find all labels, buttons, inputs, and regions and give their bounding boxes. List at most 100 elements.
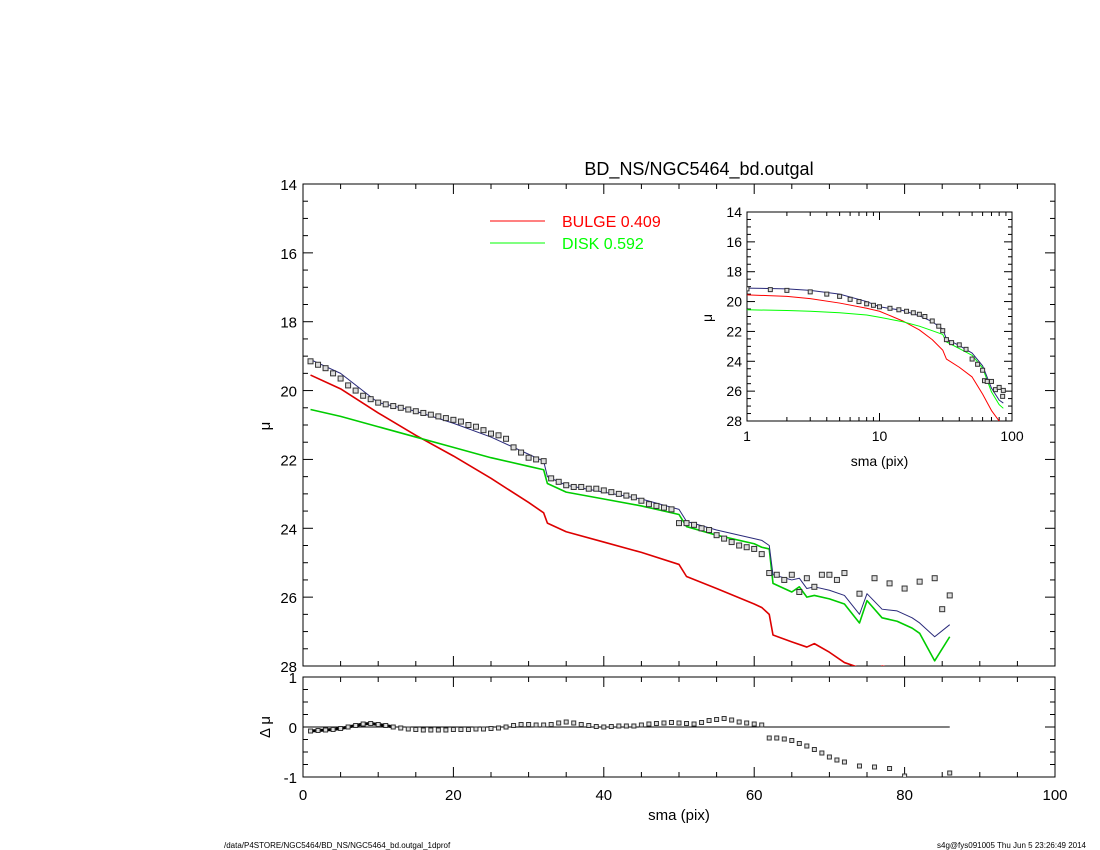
residual-data-point: [496, 725, 502, 731]
main-data-point: [698, 525, 705, 532]
residual-data-point: [480, 726, 486, 732]
residual-data-point: [721, 716, 727, 721]
inset-data-point: [996, 384, 1002, 390]
main-data-point: [728, 539, 735, 546]
main-data-point: [570, 483, 577, 490]
main-data-point: [645, 501, 652, 508]
inset-plot-frame: [746, 211, 1013, 422]
main-data-point: [683, 520, 690, 527]
main-y-tick-label: 16: [280, 246, 297, 263]
inset-data-point: [877, 304, 882, 310]
residual-x-tick-label: 60: [746, 787, 763, 804]
main-data-point: [615, 490, 622, 497]
inset-data-point: [1000, 387, 1006, 393]
inset-x-tick-label: 1: [743, 428, 751, 444]
residual-data-point: [616, 723, 622, 729]
inset-y-tick-label: 16: [726, 234, 742, 250]
main-data-point: [382, 401, 389, 408]
main-data-point: [939, 606, 946, 613]
inset-data-point: [910, 310, 916, 316]
main-data-point: [593, 485, 600, 492]
main-data-point: [442, 415, 449, 422]
main-data-point: [472, 423, 479, 430]
main-data-point: [360, 392, 367, 399]
residual-data-point: [308, 728, 314, 734]
main-data-point: [788, 571, 795, 578]
main-data-point: [713, 532, 720, 539]
main-data-point: [758, 551, 765, 558]
main-data-point: [691, 521, 698, 528]
residual-data-point: [413, 727, 419, 732]
residual-data-point: [676, 720, 682, 726]
main-data-point: [841, 570, 848, 577]
residual-data-point: [872, 764, 878, 770]
residual-data-point: [323, 727, 329, 733]
residual-data-point: [353, 723, 359, 728]
inset-y-tick-label: 14: [726, 204, 742, 220]
inset-data-point: [767, 287, 773, 293]
residual-data-point: [511, 723, 517, 728]
residual-data-point: [345, 724, 351, 730]
residual-data-point: [887, 766, 893, 771]
inset-data-point: [904, 308, 910, 314]
inset-data-point: [870, 302, 876, 308]
residual-data-point: [781, 736, 787, 742]
residual-data-point: [699, 720, 705, 725]
residual-data-point: [751, 721, 757, 727]
main-data-point: [623, 492, 630, 499]
residual-data-point: [420, 727, 426, 733]
inset-data-point: [988, 378, 994, 384]
inset-y-tick-label: 20: [726, 294, 742, 310]
residual-data-point: [841, 759, 847, 765]
residual-data-point: [759, 722, 765, 728]
residual-y-tick-label: 0: [289, 720, 297, 737]
main-data-point: [668, 506, 675, 513]
main-data-point: [766, 570, 773, 577]
main-y-axis-label: μ: [257, 422, 274, 431]
main-data-point: [322, 365, 329, 372]
residual-data-point: [668, 720, 674, 725]
main-data-point: [525, 454, 532, 461]
main-data-point: [503, 435, 510, 442]
residual-data-point: [789, 738, 795, 743]
inset-y-axis-label: μ: [699, 314, 715, 322]
residual-data-point: [729, 717, 735, 723]
main-data-point: [375, 399, 382, 406]
main-data-point: [811, 583, 818, 590]
residual-data-point: [563, 719, 569, 725]
main-data-point: [533, 456, 540, 463]
main-y-tick-label: 28: [280, 659, 297, 676]
main-data-point: [721, 535, 728, 542]
main-y-tick-label: 20: [280, 384, 297, 401]
inset-data-point: [1000, 393, 1006, 399]
residual-data-point: [368, 721, 374, 726]
main-data-point: [555, 478, 562, 485]
main-data-point: [480, 427, 487, 434]
residual-data-point: [631, 723, 637, 729]
inset-data-point: [864, 301, 870, 307]
residual-data-point: [766, 735, 772, 741]
residual-data-point: [744, 720, 750, 726]
main-data-point: [608, 489, 615, 496]
residual-data-point: [465, 727, 471, 732]
residual-data-point: [390, 724, 396, 730]
residual-data-point: [691, 721, 697, 727]
main-data-point: [856, 590, 863, 597]
main-data-point: [435, 413, 442, 420]
main-data-point: [465, 422, 472, 428]
inset-data-point: [929, 318, 935, 324]
inset-data-point: [896, 307, 902, 313]
inset-data-point: [837, 293, 843, 299]
inset-y-tick-label: 22: [726, 323, 742, 339]
residual-data-point: [503, 724, 509, 730]
residual-data-point: [804, 743, 810, 749]
residual-data-point: [706, 718, 712, 723]
residual-data-point: [398, 725, 404, 731]
residual-y-tick-label: 1: [289, 670, 297, 687]
residual-data-point: [736, 719, 742, 725]
legend-label-bulge: BULGE 0.409: [562, 214, 661, 231]
inset-data-point: [916, 311, 922, 317]
main-data-point: [706, 527, 713, 534]
residual-data-point: [443, 727, 449, 733]
